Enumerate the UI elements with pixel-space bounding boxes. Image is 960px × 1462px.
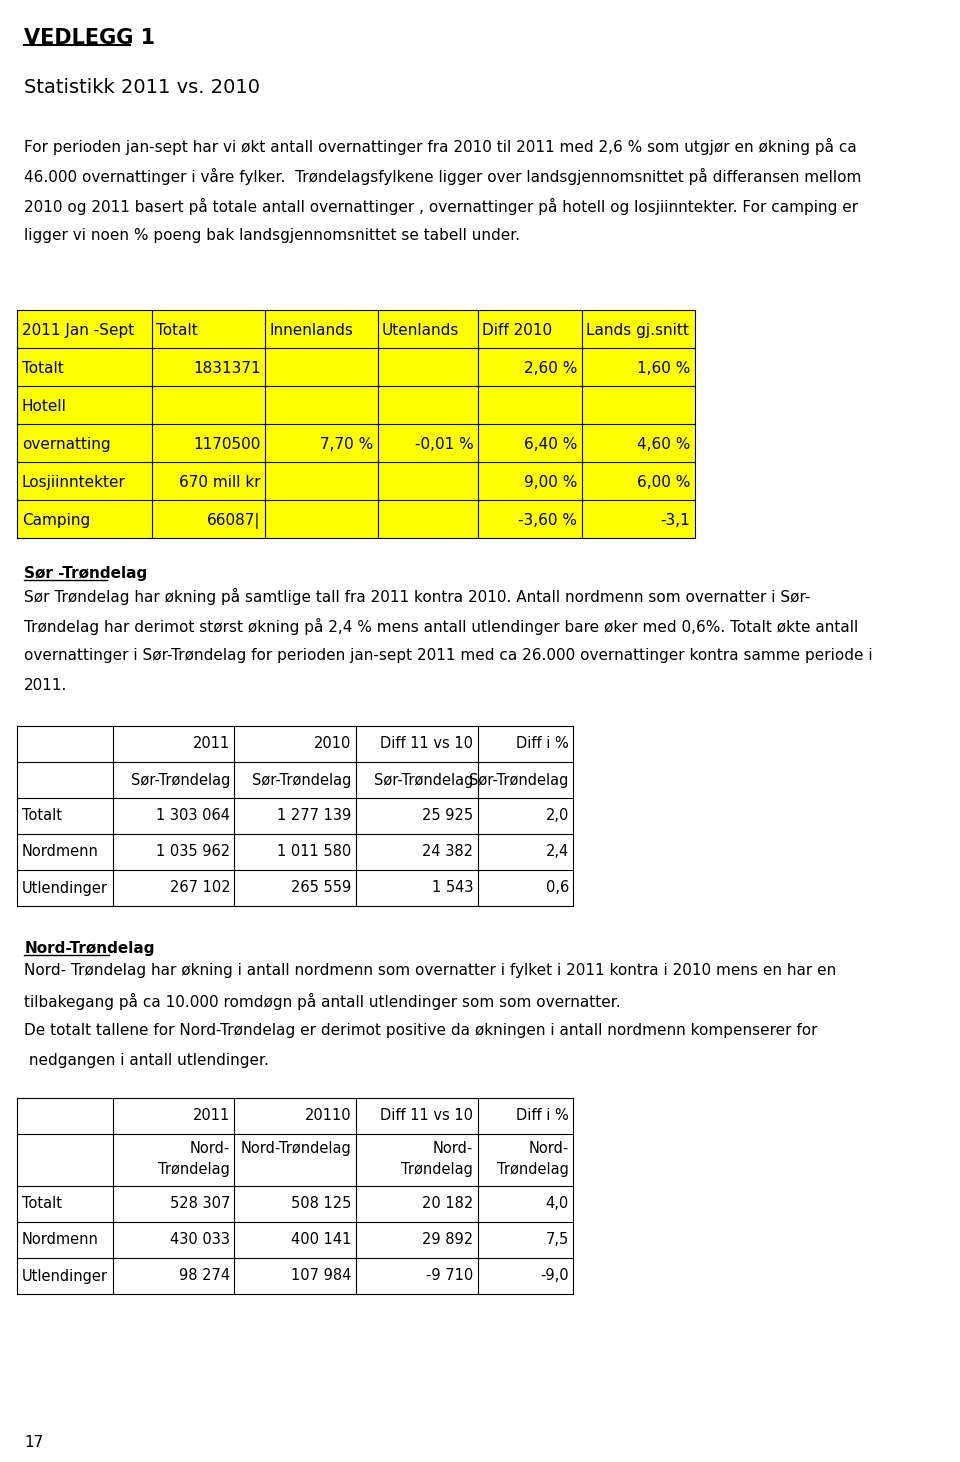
Text: 1 543: 1 543 bbox=[432, 880, 473, 896]
Text: Sør-Trøndelag: Sør-Trøndelag bbox=[373, 772, 473, 788]
Text: De totalt tallene for Nord-Trøndelag er derimot positive da økningen i antall no: De totalt tallene for Nord-Trøndelag er … bbox=[24, 1023, 818, 1038]
Text: Innenlands: Innenlands bbox=[269, 323, 353, 338]
Text: 1 303 064: 1 303 064 bbox=[156, 808, 230, 823]
Text: Sør-Trøndelag: Sør-Trøndelag bbox=[252, 772, 351, 788]
Text: 7,5: 7,5 bbox=[545, 1232, 569, 1247]
Text: 1 035 962: 1 035 962 bbox=[156, 845, 230, 860]
Text: Trøndelag: Trøndelag bbox=[401, 1162, 473, 1177]
Text: Diff i %: Diff i % bbox=[516, 737, 569, 751]
Text: 46.000 overnattinger i våre fylker.  Trøndelagsfylkene ligger over landsgjennoms: 46.000 overnattinger i våre fylker. Trøn… bbox=[24, 168, 862, 186]
Text: 508 125: 508 125 bbox=[291, 1196, 351, 1212]
Text: 528 307: 528 307 bbox=[170, 1196, 230, 1212]
Text: Nordmenn: Nordmenn bbox=[22, 845, 99, 860]
Text: Utenlands: Utenlands bbox=[382, 323, 460, 338]
Text: 17: 17 bbox=[24, 1436, 43, 1450]
Text: 1,60 %: 1,60 % bbox=[637, 361, 690, 376]
Text: Totalt: Totalt bbox=[22, 361, 63, 376]
Text: Diff 2010: Diff 2010 bbox=[482, 323, 552, 338]
Text: Sør-Trøndelag: Sør-Trøndelag bbox=[469, 772, 569, 788]
Text: 1 011 580: 1 011 580 bbox=[277, 845, 351, 860]
Text: Nord-: Nord- bbox=[190, 1140, 230, 1156]
Text: 66087|: 66087| bbox=[207, 513, 260, 529]
Text: 2011: 2011 bbox=[193, 1108, 230, 1123]
Text: Nord-Trøndelag: Nord-Trøndelag bbox=[24, 942, 155, 956]
Text: 2011: 2011 bbox=[193, 737, 230, 751]
Text: Losjiinntekter: Losjiinntekter bbox=[22, 475, 126, 490]
Text: Sør-Trøndelag: Sør-Trøndelag bbox=[131, 772, 230, 788]
Text: ligger vi noen % poeng bak landsgjennomsnittet se tabell under.: ligger vi noen % poeng bak landsgjennoms… bbox=[24, 228, 520, 243]
Text: 9,00 %: 9,00 % bbox=[524, 475, 578, 490]
Text: Statistikk 2011 vs. 2010: Statistikk 2011 vs. 2010 bbox=[24, 77, 260, 96]
Text: 6,40 %: 6,40 % bbox=[524, 437, 578, 452]
Text: Totalt: Totalt bbox=[22, 1196, 61, 1212]
Text: -3,60 %: -3,60 % bbox=[518, 513, 578, 528]
Text: -9 710: -9 710 bbox=[426, 1269, 473, 1284]
Text: Camping: Camping bbox=[22, 513, 90, 528]
Text: overnattinger i Sør-Trøndelag for perioden jan-sept 2011 med ca 26.000 overnatti: overnattinger i Sør-Trøndelag for period… bbox=[24, 648, 873, 662]
Text: Totalt: Totalt bbox=[156, 323, 198, 338]
Text: 670 mill kr: 670 mill kr bbox=[179, 475, 260, 490]
Text: 1170500: 1170500 bbox=[193, 437, 260, 452]
Text: 0,6: 0,6 bbox=[545, 880, 569, 896]
Text: 2011.: 2011. bbox=[24, 678, 68, 693]
Text: 6,00 %: 6,00 % bbox=[637, 475, 690, 490]
Text: Trøndelag: Trøndelag bbox=[158, 1162, 230, 1177]
Text: Sør Trøndelag har økning på samtlige tall fra 2011 kontra 2010. Antall nordmenn : Sør Trøndelag har økning på samtlige tal… bbox=[24, 588, 810, 605]
Text: 20110: 20110 bbox=[305, 1108, 351, 1123]
Text: Diff i %: Diff i % bbox=[516, 1108, 569, 1123]
Text: Utlendinger: Utlendinger bbox=[22, 1269, 108, 1284]
Text: 2010 og 2011 basert på totale antall overnattinger , overnattinger på hotell og : 2010 og 2011 basert på totale antall ove… bbox=[24, 197, 858, 215]
Bar bbox=[17, 310, 695, 538]
Text: For perioden jan-sept har vi økt antall overnattinger fra 2010 til 2011 med 2,6 : For perioden jan-sept har vi økt antall … bbox=[24, 137, 857, 155]
Text: 24 382: 24 382 bbox=[422, 845, 473, 860]
Text: Nordmenn: Nordmenn bbox=[22, 1232, 99, 1247]
Text: 265 559: 265 559 bbox=[292, 880, 351, 896]
Text: 2,4: 2,4 bbox=[545, 845, 569, 860]
Text: Trøndelag har derimot størst økning på 2,4 % mens antall utlendinger bare øker m: Trøndelag har derimot størst økning på 2… bbox=[24, 618, 858, 635]
Text: 4,60 %: 4,60 % bbox=[637, 437, 690, 452]
Text: Nord- Trøndelag har økning i antall nordmenn som overnatter i fylket i 2011 kont: Nord- Trøndelag har økning i antall nord… bbox=[24, 963, 836, 978]
Text: 7,70 %: 7,70 % bbox=[321, 437, 373, 452]
Text: 98 274: 98 274 bbox=[179, 1269, 230, 1284]
Text: 267 102: 267 102 bbox=[170, 880, 230, 896]
Text: tilbakegang på ca 10.000 romdøgn på antall utlendinger som som overnatter.: tilbakegang på ca 10.000 romdøgn på anta… bbox=[24, 993, 621, 1010]
Text: Nord-: Nord- bbox=[433, 1140, 473, 1156]
Text: 400 141: 400 141 bbox=[291, 1232, 351, 1247]
Text: nedgangen i antall utlendinger.: nedgangen i antall utlendinger. bbox=[24, 1053, 269, 1069]
Text: overnatting: overnatting bbox=[22, 437, 110, 452]
Text: Nord-: Nord- bbox=[529, 1140, 569, 1156]
Text: 4,0: 4,0 bbox=[545, 1196, 569, 1212]
Text: 2010: 2010 bbox=[314, 737, 351, 751]
Text: VEDLEGG 1: VEDLEGG 1 bbox=[24, 28, 156, 48]
Text: 20 182: 20 182 bbox=[422, 1196, 473, 1212]
Text: 2,0: 2,0 bbox=[545, 808, 569, 823]
Text: Diff 11 vs 10: Diff 11 vs 10 bbox=[380, 737, 473, 751]
Text: -3,1: -3,1 bbox=[660, 513, 690, 528]
Text: -0,01 %: -0,01 % bbox=[415, 437, 473, 452]
Text: 1 277 139: 1 277 139 bbox=[277, 808, 351, 823]
Text: 29 892: 29 892 bbox=[422, 1232, 473, 1247]
Text: Lands gj.snitt: Lands gj.snitt bbox=[587, 323, 689, 338]
Text: 2011 Jan -Sept: 2011 Jan -Sept bbox=[22, 323, 134, 338]
Text: 2,60 %: 2,60 % bbox=[524, 361, 578, 376]
Text: Nord-Trøndelag: Nord-Trøndelag bbox=[241, 1140, 351, 1156]
Text: Trøndelag: Trøndelag bbox=[497, 1162, 569, 1177]
Text: 1831371: 1831371 bbox=[193, 361, 260, 376]
Text: Utlendinger: Utlendinger bbox=[22, 880, 108, 896]
Text: 107 984: 107 984 bbox=[291, 1269, 351, 1284]
Text: 25 925: 25 925 bbox=[422, 808, 473, 823]
Text: Sør -Trøndelag: Sør -Trøndelag bbox=[24, 566, 148, 580]
Text: 430 033: 430 033 bbox=[170, 1232, 230, 1247]
Text: Hotell: Hotell bbox=[22, 399, 66, 414]
Text: -9,0: -9,0 bbox=[540, 1269, 569, 1284]
Text: Totalt: Totalt bbox=[22, 808, 61, 823]
Text: Diff 11 vs 10: Diff 11 vs 10 bbox=[380, 1108, 473, 1123]
